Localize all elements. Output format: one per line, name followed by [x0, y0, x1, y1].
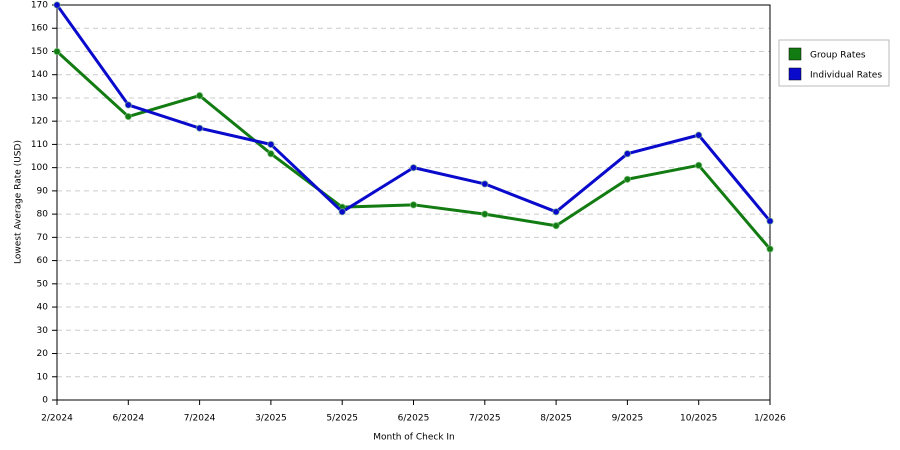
data-point: [267, 140, 275, 149]
data-point: [267, 150, 275, 158]
data-point: [124, 101, 133, 109]
data-point: [338, 208, 346, 216]
y-tick-label: 60: [37, 256, 49, 266]
data-point: [623, 175, 632, 183]
data-point: [195, 124, 204, 132]
legend-swatch: [788, 47, 802, 61]
y-tick-label: 120: [31, 117, 48, 127]
x-tick-label: 5/2025: [326, 414, 358, 424]
y-axis-label: Lowest Average Rate (USD): [14, 140, 24, 264]
data-point: [53, 47, 61, 56]
legend-swatch: [788, 67, 802, 81]
x-tick-label: 7/2024: [184, 414, 216, 424]
series-line: [55, 4, 772, 223]
legend-label: Group Rates: [810, 51, 866, 61]
data-point: [53, 1, 61, 9]
data-point: [409, 201, 418, 209]
x-tick-label: 10/2025: [680, 414, 717, 424]
data-point: [195, 91, 204, 100]
data-point: [409, 163, 418, 172]
x-tick-label: 3/2025: [255, 414, 287, 424]
data-point: [695, 161, 703, 170]
y-tick-label: 20: [37, 349, 49, 359]
y-tick-label: 0: [42, 396, 48, 406]
y-tick-label: 110: [31, 140, 48, 150]
data-point: [481, 180, 489, 188]
y-tick-label: 130: [31, 93, 48, 103]
x-tick-label: 8/2025: [540, 414, 572, 424]
data-point: [766, 217, 774, 225]
y-tick-label: 30: [37, 326, 49, 336]
y-tick-label: 150: [31, 47, 48, 57]
y-tick-label: 50: [37, 279, 49, 289]
data-point: [623, 150, 632, 158]
y-tick-label: 170: [31, 1, 48, 11]
x-tick-label: 6/2024: [112, 414, 144, 424]
x-tick-label: 6/2025: [398, 414, 430, 424]
legend: Group Rates Individual Rates: [778, 39, 890, 87]
y-tick-label: 140: [31, 70, 48, 80]
y-tick-label: 40: [37, 303, 49, 313]
x-tick-label: 1/2026: [754, 414, 786, 424]
data-point: [481, 210, 489, 218]
y-tick-label: 80: [37, 210, 49, 220]
data-point: [552, 208, 560, 216]
legend-label: Individual Rates: [810, 71, 882, 81]
y-tick-label: 70: [37, 233, 49, 243]
x-tick-label: 2/2024: [41, 414, 73, 424]
series-line: [55, 50, 772, 250]
x-tick-label: 7/2025: [469, 414, 501, 424]
y-tick-label: 160: [31, 24, 48, 34]
x-tick-label: 9/2025: [612, 414, 644, 424]
data-point: [766, 245, 774, 253]
data-point: [695, 131, 703, 139]
x-axis-label: Month of Check In: [373, 433, 455, 443]
y-tick-label: 90: [37, 186, 49, 196]
data-point: [552, 222, 560, 230]
y-tick-label: 100: [31, 163, 48, 173]
y-tick-label: 10: [37, 372, 49, 382]
data-point: [124, 112, 133, 121]
